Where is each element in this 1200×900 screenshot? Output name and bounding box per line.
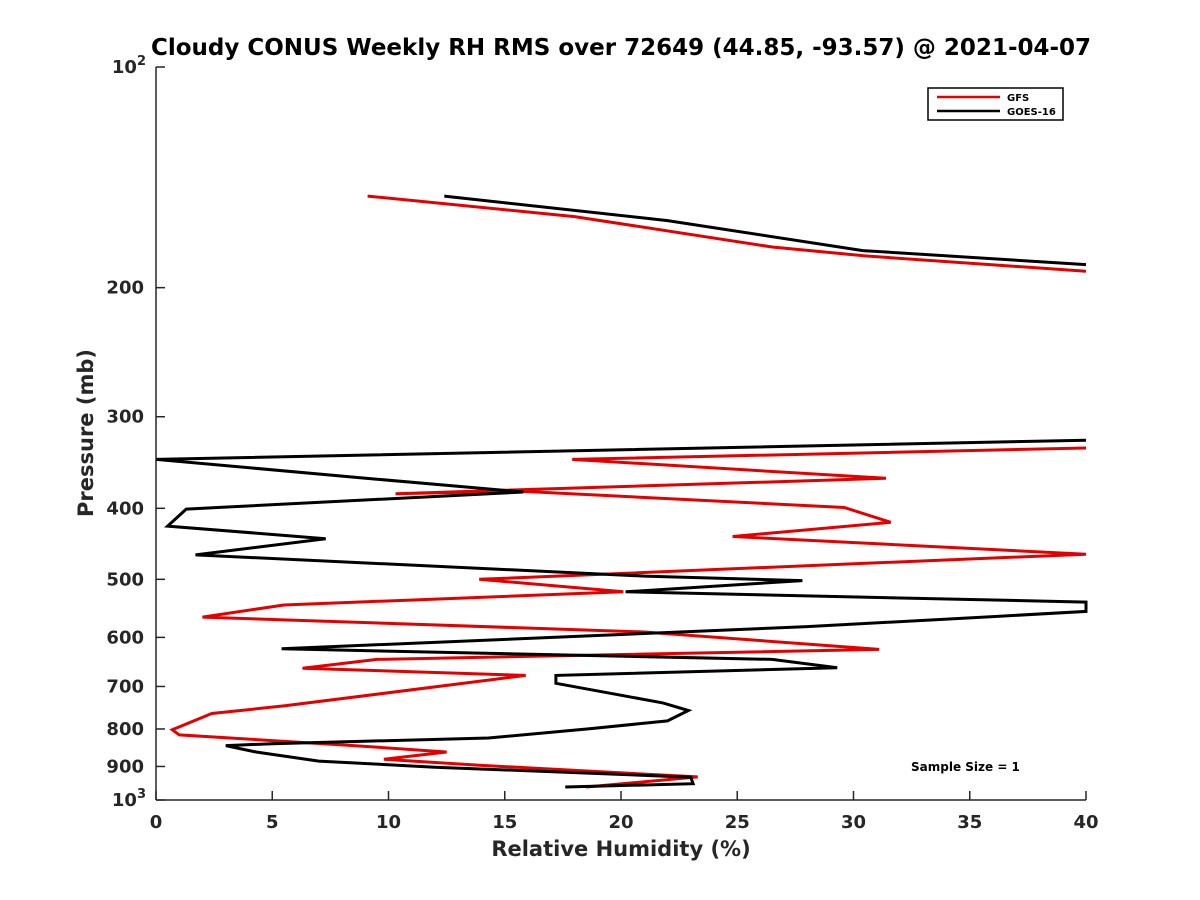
sample-size-annotation: Sample Size = 1 <box>911 760 1020 774</box>
x-tick-label: 25 <box>725 812 750 833</box>
legend-label-gfs: GFS <box>1007 93 1029 104</box>
series-line-gfs-segment-1 <box>169 446 1087 789</box>
y-axis-label: Pressure (mb) <box>74 349 98 517</box>
x-tick-label: 10 <box>376 812 401 833</box>
y-tick-label: 700 <box>106 676 144 697</box>
y-tick-label: 102 <box>112 54 146 78</box>
y-tick-label: 600 <box>106 627 144 648</box>
x-tick-label: 20 <box>608 812 633 833</box>
legend: GFS GOES-16 <box>927 87 1064 121</box>
y-tick-label: 300 <box>106 407 144 428</box>
series-line-goes16-segment-0 <box>444 194 1087 267</box>
y-tick-label: 800 <box>106 719 144 740</box>
x-tick-label: 0 <box>150 812 163 833</box>
x-tick-label: 40 <box>1073 812 1098 833</box>
series-layer <box>155 194 1088 789</box>
y-tick-label: 200 <box>106 278 144 299</box>
legend-label-goes16: GOES-16 <box>1007 107 1056 118</box>
y-tick-label: 500 <box>106 569 144 590</box>
axes-layer: 0 5 10 15 20 25 30 35 40 102 200 300 400 500 600 700 800… <box>106 54 1098 833</box>
legend-box <box>927 87 1064 121</box>
series-line-goes16-segment-1 <box>155 438 1088 789</box>
y-tick-label: 400 <box>106 498 144 519</box>
y-tick-label: 900 <box>106 756 144 777</box>
x-tick-label: 15 <box>492 812 517 833</box>
chart-title: Cloudy CONUS Weekly RH RMS over 72649 (4… <box>151 35 1091 61</box>
series-line-gfs-segment-0 <box>367 194 1087 273</box>
y-tick-label: 103 <box>112 787 146 811</box>
x-tick-label: 5 <box>266 812 279 833</box>
x-axis-label: Relative Humidity (%) <box>491 837 750 861</box>
x-tick-label: 35 <box>957 812 982 833</box>
x-tick-label: 30 <box>841 812 866 833</box>
